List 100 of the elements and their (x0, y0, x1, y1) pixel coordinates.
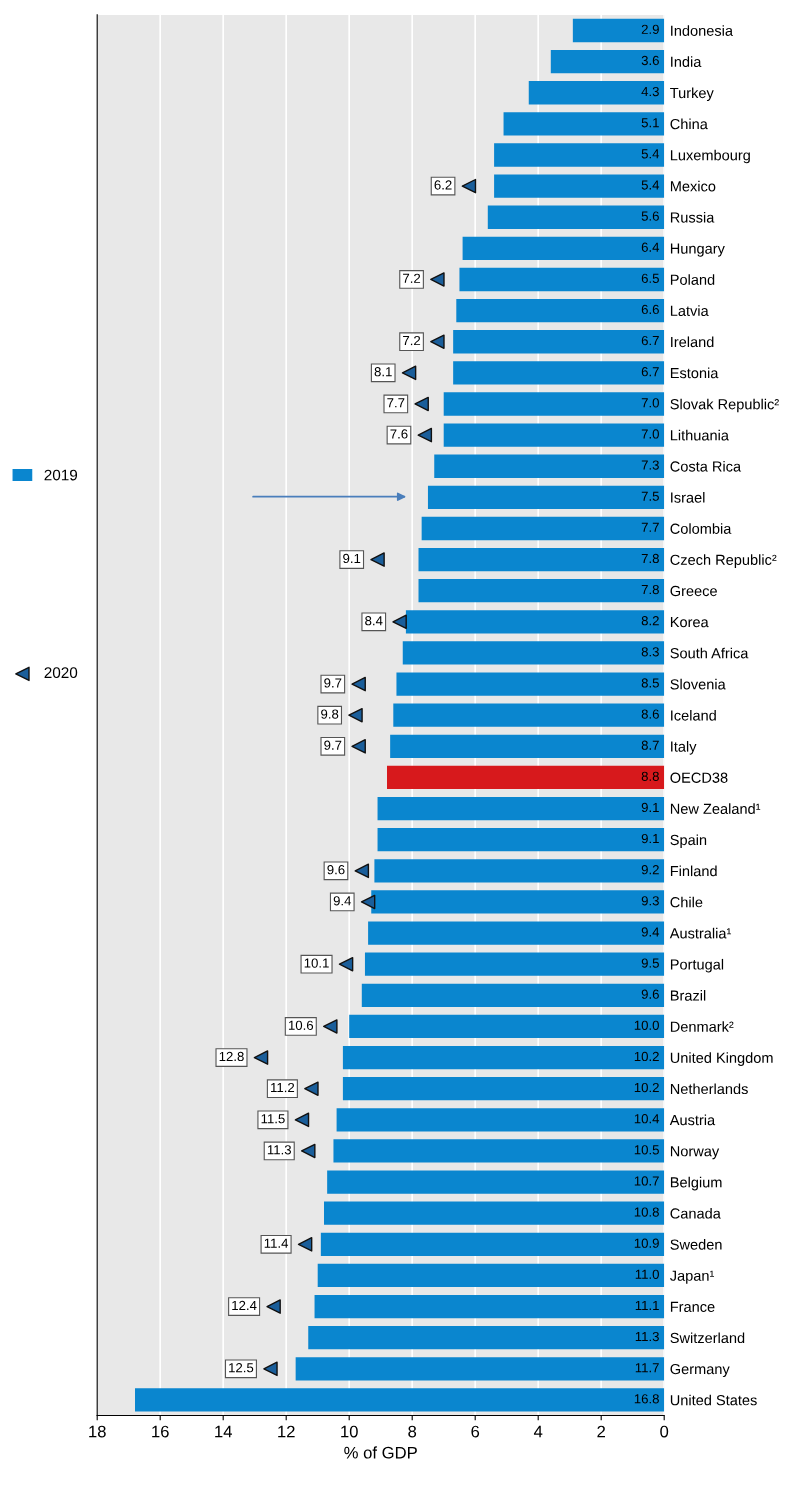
data-label: 11.1 (635, 1300, 659, 1310)
bar (393, 703, 665, 727)
data-label: 10.7 (634, 1176, 659, 1186)
bar (456, 298, 665, 323)
data-label: 5.6 (641, 211, 659, 221)
y-tick-label: Australia¹ (669, 927, 732, 939)
y-tick-label: Lithuania (670, 429, 729, 441)
y-tick-label: Greece (670, 585, 717, 597)
data-label: 10.2 (634, 1051, 659, 1062)
data-label: 11.4 (264, 1238, 289, 1248)
y-tick-label: Costa Rica (670, 460, 742, 472)
y-tick-label: Denmark² (670, 1021, 734, 1032)
bar (396, 672, 665, 696)
bar (453, 330, 665, 354)
point (266, 1299, 281, 1314)
bar (418, 547, 665, 572)
data-label: 9.8 (321, 709, 339, 719)
x-tick-label: 0 (660, 1425, 669, 1438)
y-tick-label: Finland (670, 865, 717, 877)
bar (487, 205, 665, 229)
y-tick-label: South Africa (670, 647, 749, 659)
data-label: 5.4 (641, 180, 660, 190)
data-label: 9.4 (333, 896, 352, 906)
point (430, 334, 445, 349)
point (360, 894, 376, 910)
bar (453, 361, 665, 385)
bar (361, 983, 665, 1007)
bar (503, 112, 665, 136)
bar (308, 1326, 665, 1350)
data-label: 10.5 (634, 1145, 659, 1155)
point (323, 1019, 338, 1034)
y-tick-label: Turkey (670, 87, 714, 102)
point (304, 1081, 319, 1096)
point (430, 272, 445, 287)
x-tick-label: 12 (278, 1425, 295, 1438)
bar (364, 952, 665, 976)
bar (494, 174, 665, 198)
data-label: 12.4 (232, 1300, 257, 1310)
y-tick-label: Portugal (670, 958, 724, 973)
data-label: 6.7 (641, 335, 659, 346)
data-label: 16.8 (634, 1394, 659, 1404)
bar (434, 454, 665, 478)
data-label: 9.6 (327, 865, 345, 875)
data-label: 8.5 (641, 678, 659, 688)
data-label: 7.5 (641, 491, 659, 501)
legend-label: 2019 (44, 469, 78, 481)
x-tick-label: 2 (597, 1425, 605, 1438)
data-label: 6.2 (434, 180, 452, 190)
bar (342, 1077, 665, 1101)
point (297, 1237, 313, 1252)
bar (320, 1232, 665, 1256)
y-tick-label: Canada (670, 1207, 721, 1219)
data-label: 9.1 (343, 553, 361, 564)
data-label: 5.1 (641, 118, 659, 128)
data-label: 8.6 (641, 709, 659, 719)
data-label: 9.5 (641, 958, 659, 968)
data-label: 12.5 (229, 1363, 254, 1373)
data-label: 7.3 (641, 460, 659, 470)
bar (374, 859, 665, 883)
x-tick-label: 14 (215, 1425, 232, 1438)
data-label: 9.7 (324, 740, 342, 750)
legend-label: 2020 (44, 667, 78, 679)
y-tick-label: Hungary (670, 243, 725, 257)
data-label: 6.5 (641, 273, 659, 283)
data-label: 7.8 (641, 584, 659, 595)
data-label: 8.2 (641, 616, 659, 626)
y-tick-label: OECD38 (670, 772, 728, 783)
bar (377, 796, 665, 821)
bar (314, 1294, 665, 1319)
data-label: 9.4 (641, 927, 660, 937)
bar (572, 18, 665, 43)
bar (368, 921, 665, 945)
x-tick-label: 16 (152, 1425, 169, 1438)
data-label: 11.5 (261, 1114, 285, 1124)
point (253, 1050, 269, 1065)
y-tick-label: New Zealand¹ (670, 803, 761, 814)
y-tick-label: Germany (670, 1363, 730, 1378)
point (392, 614, 407, 630)
y-tick-label: Slovenia (670, 678, 726, 690)
y-tick-label: United States (670, 1394, 757, 1406)
data-label: 3.6 (641, 55, 659, 66)
x-tick-label: 10 (341, 1425, 358, 1438)
bar (317, 1263, 665, 1288)
data-label: 7.6 (390, 429, 408, 439)
data-label: 8.3 (641, 647, 659, 657)
data-label: 5.4 (641, 149, 660, 159)
y-tick-label: United Kingdom (670, 1052, 773, 1066)
point (348, 707, 363, 723)
data-label: 10.4 (634, 1114, 660, 1124)
bar (324, 1201, 665, 1225)
y-tick-label: Luxembourg (670, 149, 750, 164)
bar (550, 49, 665, 74)
point (351, 739, 366, 754)
data-label: 4.3 (641, 86, 659, 97)
y-tick-label: Netherlands (670, 1083, 748, 1095)
bar (462, 236, 665, 260)
bar (443, 392, 665, 416)
bar (336, 1108, 665, 1132)
y-tick-label: Japan¹ (669, 1270, 715, 1284)
x-tick-label: 8 (408, 1425, 417, 1438)
